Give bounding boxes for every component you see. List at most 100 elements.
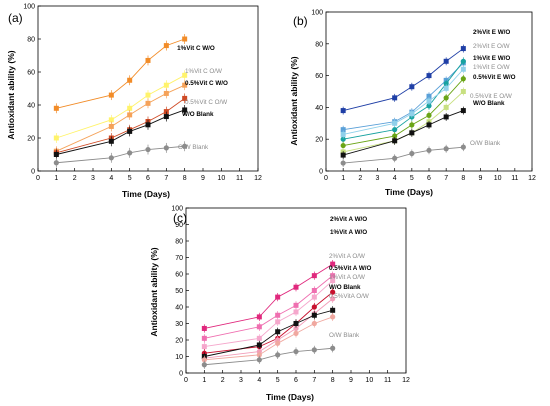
data-point (182, 107, 188, 113)
x-tick-label: 8 (461, 175, 465, 182)
x-tick-label: 1 (341, 175, 345, 182)
data-point (330, 278, 336, 284)
series-1: 1%Vit A W/O (201, 229, 367, 343)
y-tick-label: 100 (311, 10, 323, 17)
data-point (256, 324, 262, 330)
data-point (330, 289, 336, 295)
data-point (311, 320, 317, 327)
series-line (343, 91, 464, 153)
data-point (311, 273, 317, 279)
data-point (108, 123, 114, 129)
data-point (426, 112, 432, 118)
y-tick-label: 20 (315, 137, 323, 144)
y-tick-label: 80 (315, 41, 323, 48)
data-point (145, 92, 151, 98)
data-point (426, 103, 432, 109)
data-point (145, 146, 151, 153)
x-tick-label: 12 (254, 175, 262, 182)
data-point (293, 321, 299, 326)
data-point (182, 72, 188, 78)
data-point (293, 284, 299, 290)
panel-label: (a) (8, 11, 23, 25)
y-tick-label: 70 (175, 255, 183, 262)
x-tick-label: 4 (393, 175, 397, 182)
series-label: 0.5%Vit A W/O (329, 265, 372, 272)
y-tick-label: 40 (175, 305, 183, 312)
data-point (340, 131, 346, 137)
data-point (460, 66, 466, 72)
series-line (56, 109, 185, 155)
data-point (145, 122, 151, 128)
data-point (201, 335, 207, 341)
y-tick-label: 100 (171, 206, 183, 213)
data-point (330, 296, 336, 302)
series-0: 1%Vit C W/O (53, 34, 215, 114)
data-point (53, 105, 59, 111)
data-point (311, 288, 317, 293)
data-point (182, 36, 188, 42)
data-point (443, 114, 449, 120)
data-point (127, 128, 133, 134)
y-tick-label: 60 (175, 272, 183, 279)
x-tick-label: 7 (164, 175, 168, 182)
series-label: 2%Vit A O/W (329, 253, 365, 260)
data-point (275, 352, 281, 358)
x-tick-label: 3 (376, 175, 380, 182)
data-point (409, 84, 415, 90)
data-point (311, 347, 317, 353)
series-line (343, 146, 464, 164)
series-4: W/O Blank (53, 105, 214, 160)
data-point (460, 58, 466, 64)
series-5: O/W Blank (53, 141, 209, 168)
data-point (201, 325, 207, 331)
data-point (443, 85, 449, 91)
series-label: 1%Vit C W/O (177, 45, 215, 52)
data-point (256, 335, 262, 341)
data-point (127, 150, 133, 156)
data-point (443, 58, 449, 64)
data-point (340, 127, 346, 133)
series-line (56, 84, 185, 152)
x-tick-label: 11 (384, 377, 391, 384)
data-point (163, 145, 169, 151)
series-0: 2%Vit E W/O (340, 29, 510, 115)
data-point (330, 307, 336, 313)
x-tick-label: 10 (217, 175, 225, 182)
data-point (460, 108, 466, 114)
x-tick-label: 9 (201, 175, 205, 182)
data-point (460, 46, 466, 52)
x-axis-label: Time (Days) (266, 392, 314, 402)
series-line (204, 298, 333, 359)
series-line (343, 61, 464, 140)
x-tick-label: 1 (202, 377, 206, 384)
x-tick-label: 0 (184, 377, 188, 384)
series-line (343, 78, 464, 147)
series-6: 0.5%VitA O/W (201, 293, 369, 364)
series-line (343, 48, 464, 112)
data-point (340, 108, 346, 114)
series-line (56, 38, 185, 109)
data-point (182, 143, 188, 149)
y-tick-label: 60 (27, 70, 35, 77)
x-tick-label: 7 (444, 175, 448, 182)
series-line (204, 291, 333, 354)
series-0: 2%Vit A W/O (201, 216, 367, 333)
data-point (330, 314, 336, 320)
x-tick-label: 0 (324, 175, 328, 182)
data-point (311, 304, 317, 310)
data-point (340, 160, 346, 166)
series-7: O/W Blank (340, 140, 501, 168)
series-label: 0.5%Vit E W/O (473, 74, 516, 81)
series-2: 2%Vit A O/W (201, 253, 365, 351)
data-point (443, 80, 449, 87)
series-3: 1%Vit E O/W (340, 64, 510, 139)
y-tick-label: 20 (175, 338, 183, 345)
x-tick-label: 5 (276, 377, 280, 384)
data-point (340, 152, 346, 158)
series-line (343, 68, 464, 135)
data-point (340, 142, 346, 149)
series-line (204, 309, 333, 357)
y-tick-label: 100 (23, 4, 35, 11)
x-tick-label: 10 (494, 175, 502, 182)
data-point (201, 344, 207, 350)
